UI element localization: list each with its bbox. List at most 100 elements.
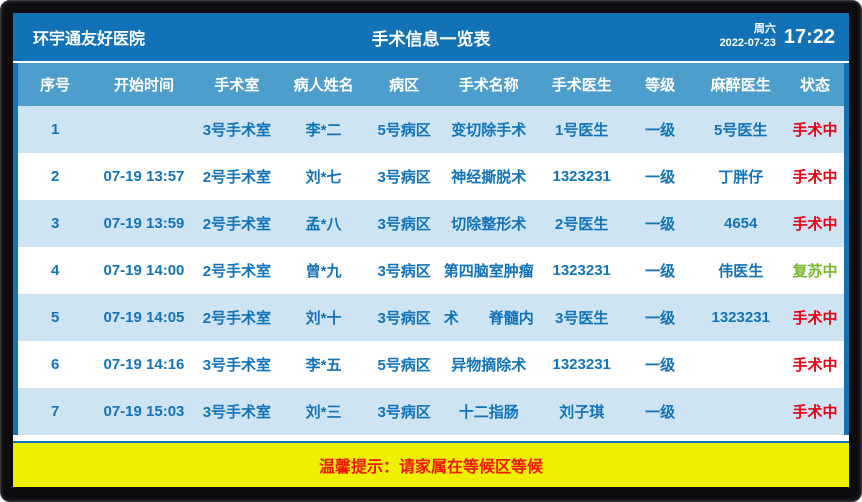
table-row: 4 07-19 14:00 2号手术室 曾*九 3号病区 第四脑室肿瘤 1323231 一级 伟… — [18, 247, 844, 294]
status-cell: 手术中 — [792, 122, 838, 139]
surgery-table: 序号 开始时间 手术室 病人姓名 病区 手术名称 手术医生 等级 麻醉医生 状态 1 3号手术室 李*… — [13, 63, 849, 435]
table-cell: 一级 — [645, 357, 676, 374]
table-cell: 2号医生 — [555, 216, 609, 233]
table-cell: 一级 — [645, 169, 676, 186]
table-cell: 3号手术室 — [202, 404, 272, 421]
table-cell: 2号手术室 — [202, 310, 272, 327]
table-cell: 3号病区 — [377, 310, 431, 327]
table-cell: 一级 — [645, 263, 676, 280]
table-cell: 1323231 — [552, 262, 611, 279]
table-cell: 第四脑室肿瘤 — [443, 263, 534, 280]
table-cell: 神经撕脱术 — [451, 169, 527, 186]
table-cell: 1号医生 — [555, 122, 609, 139]
table-cell: 5号病区 — [377, 122, 431, 139]
weekday-date: 周六 2022-07-23 — [720, 23, 776, 51]
clock-label: 17:22 — [783, 25, 835, 48]
header-cell: 麻醉医生 — [710, 77, 771, 94]
table-cell: 刘子琪 — [559, 404, 605, 421]
table-row: 7 07-19 15:03 3号手术室 刘*三 3号病区 十二指肠 刘子琪 一级 手术中 — [18, 388, 844, 435]
header-cell: 病区 — [389, 77, 420, 94]
table-cell: 2号手术室 — [202, 216, 272, 233]
header-cell: 手术医生 — [551, 77, 612, 94]
table-cell: 刘*三 — [305, 404, 342, 421]
status-cell: 复苏中 — [792, 263, 838, 280]
table-cell: 3号医生 — [555, 310, 609, 327]
table-cell: 3号手术室 — [202, 122, 272, 139]
table-cell: 6 — [50, 356, 60, 373]
table-cell: 7 — [50, 403, 60, 420]
table-cell: 刘*十 — [305, 310, 342, 327]
status-cell: 手术中 — [792, 216, 838, 233]
header-cell: 手术室 — [214, 77, 260, 94]
table-cell: 伟医生 — [718, 263, 764, 280]
notice-bar: 温馨提示：请家属在等候区等候 — [13, 441, 849, 487]
table-cell: 3号病区 — [377, 404, 431, 421]
table-cell: 一级 — [645, 122, 676, 139]
notice-text: 温馨提示：请家属在等候区等候 — [318, 459, 543, 476]
table-row: 2 07-19 13:57 2号手术室 刘*七 3号病区 神经撕脱术 1323231 一级 丁胖… — [18, 153, 844, 200]
table-cell: 2 — [50, 168, 60, 185]
table-cell: 4654 — [724, 215, 758, 232]
table-cell: 一级 — [645, 216, 676, 233]
status-cell: 手术中 — [792, 404, 838, 421]
date-label: 2022-07-23 — [719, 37, 776, 49]
hospital-name: 环宇通友好医院 — [33, 31, 146, 48]
table-cell: 1323231 — [552, 168, 611, 185]
table-cell: 异物摘除术 — [451, 357, 527, 374]
table-cell: 07-19 13:57 — [103, 168, 185, 185]
page-title: 手术信息一览表 — [371, 29, 491, 49]
table-row: 3 07-19 13:59 2号手术室 孟*八 3号病区 切除整形术 2号医生 一级 4654 手… — [18, 200, 844, 247]
table-cell: 07-19 15:03 — [103, 403, 185, 420]
header-bar: 环宇通友好医院 手术信息一览表 周六 2022-07-23 17:22 — [13, 13, 849, 61]
header-cell: 手术名称 — [458, 77, 519, 94]
table-cell: 变切除手术 — [451, 122, 527, 139]
table-cell: 曾*九 — [305, 263, 342, 280]
header-cell: 开始时间 — [113, 77, 174, 94]
status-cell: 手术中 — [792, 169, 838, 186]
spacer — [13, 435, 849, 441]
table-cell: 07-19 13:59 — [103, 215, 185, 232]
table-cell: 李*二 — [305, 122, 342, 139]
datetime-block: 周六 2022-07-23 17:22 — [720, 23, 835, 51]
table-cell: 3号病区 — [377, 216, 431, 233]
table-cell: 3号手术室 — [202, 357, 272, 374]
table-cell: 1323231 — [552, 356, 611, 373]
table-cell: 2号手术室 — [202, 263, 272, 280]
header-cell: 病人姓名 — [293, 77, 354, 94]
table-cell: 5号医生 — [714, 122, 768, 139]
header-cell: 序号 — [40, 77, 71, 94]
table-cell: 3号病区 — [377, 263, 431, 280]
display-screen: 环宇通友好医院 手术信息一览表 周六 2022-07-23 17:22 序号 开始… — [13, 13, 849, 487]
table-cell: 一级 — [645, 404, 676, 421]
table-cell: 1 — [50, 121, 60, 138]
table-cell: 丁胖仔 — [718, 169, 764, 186]
table-cell: 3号病区 — [377, 169, 431, 186]
table-cell: 术 脊髓内 — [443, 310, 534, 327]
table-header-row: 序号 开始时间 手术室 病人姓名 病区 手术名称 手术医生 等级 麻醉医生 状态 — [18, 63, 844, 106]
table-row: 1 3号手术室 李*二 5号病区 变切除手术 1号医生 一级 5号医生 手术中 — [18, 106, 844, 153]
weekday-label: 周六 — [753, 23, 776, 36]
table-cell: 07-19 14:16 — [103, 356, 185, 373]
table-cell: 一级 — [645, 310, 676, 327]
table-cell: 李*五 — [305, 357, 342, 374]
table-cell: 2号手术室 — [202, 169, 272, 186]
table-cell: 5号病区 — [377, 357, 431, 374]
table-cell: 刘*七 — [305, 169, 342, 186]
table-row: 6 07-19 14:16 3号手术室 李*五 5号病区 异物摘除术 1323231 一级 手术… — [18, 341, 844, 388]
table-cell: 07-19 14:00 — [103, 262, 185, 279]
status-cell: 手术中 — [792, 310, 838, 327]
table-cell: 3 — [50, 215, 60, 232]
table-body: 1 3号手术室 李*二 5号病区 变切除手术 1号医生 一级 5号医生 手术中 2 07-19 13… — [18, 106, 844, 435]
table-cell: 切除整形术 — [451, 216, 527, 233]
table-cell: 4 — [50, 262, 60, 279]
table-cell: 孟*八 — [305, 216, 342, 233]
status-cell: 手术中 — [792, 357, 838, 374]
table-cell: 07-19 14:05 — [103, 309, 185, 326]
table-row: 5 07-19 14:05 2号手术室 刘*十 3号病区术 脊髓内 3号医生 一级 13232… — [18, 294, 844, 341]
table-cell: 十二指肠 — [458, 404, 519, 421]
table-cell: 5 — [50, 309, 60, 326]
header-cell: 状态 — [800, 77, 831, 94]
table-cell: 1323231 — [711, 309, 770, 326]
header-cell: 等级 — [645, 77, 676, 94]
